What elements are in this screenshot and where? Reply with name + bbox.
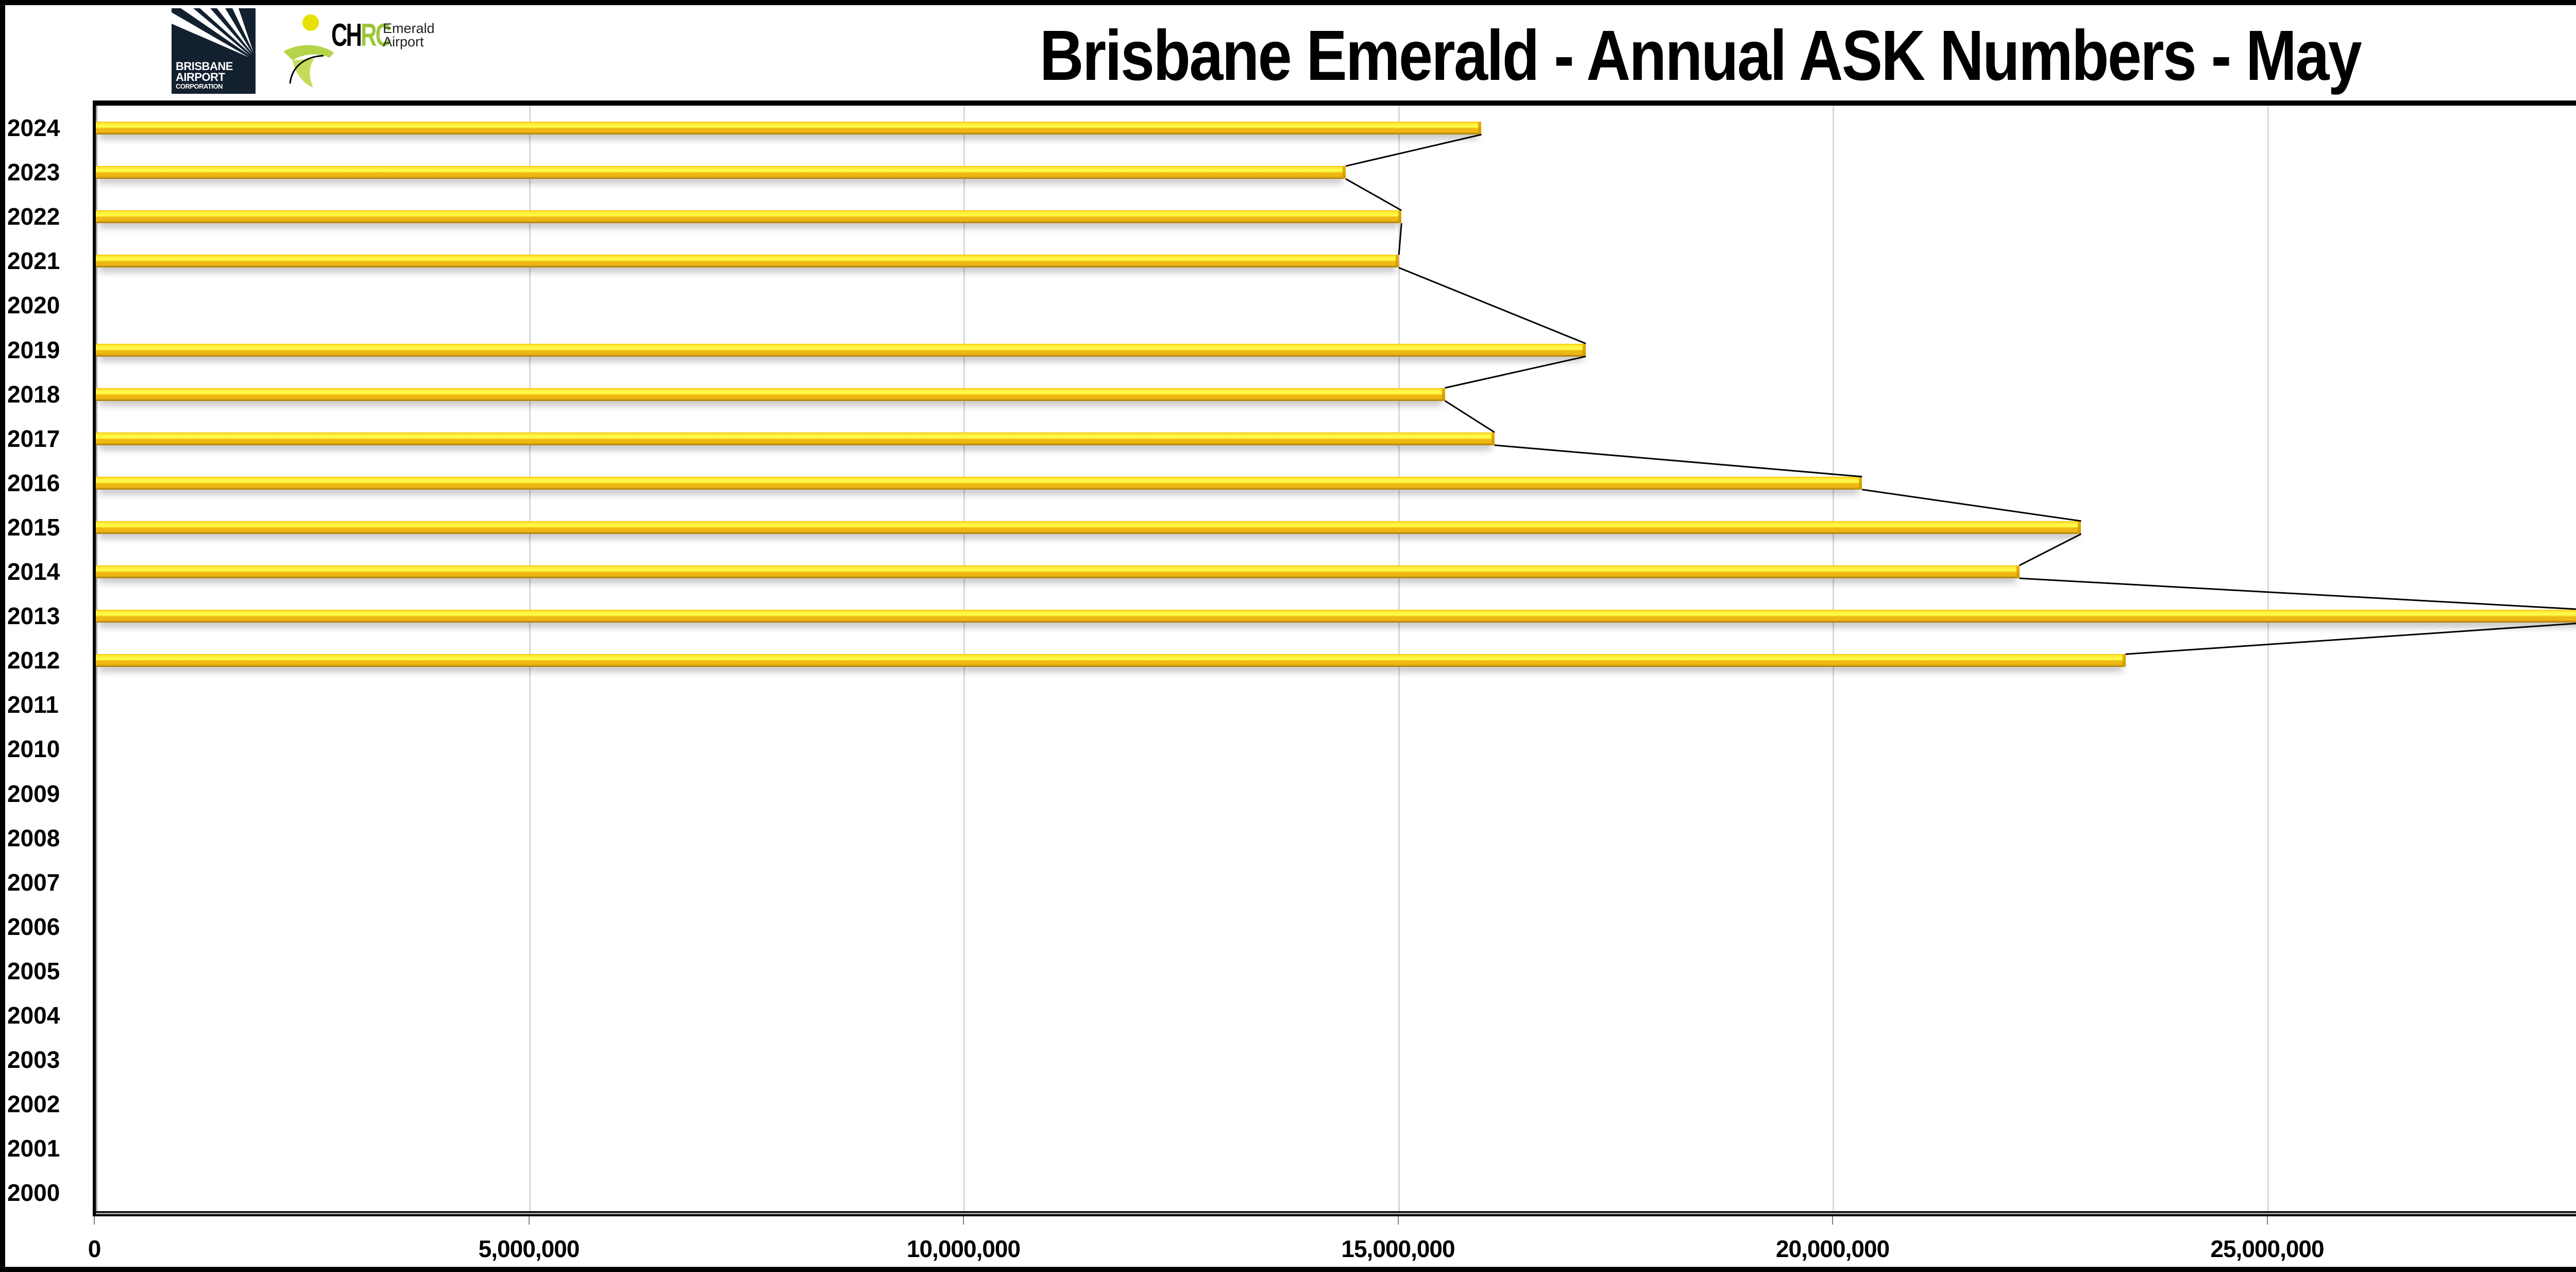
y-tick-label: 2013 <box>7 602 60 630</box>
x-axis-line <box>96 1213 2576 1214</box>
x-tick <box>2266 1216 2268 1225</box>
x-tick-label: 10,000,000 <box>906 1235 1021 1262</box>
y-tick-label: 2012 <box>7 647 60 674</box>
bar-2016 <box>96 476 1862 490</box>
bar-2013 <box>96 610 2576 623</box>
logo-line: Airport <box>383 34 424 49</box>
bar-2012 <box>96 654 2126 667</box>
y-tick-label: 2006 <box>7 913 60 940</box>
y-tick-label: 2019 <box>7 336 60 363</box>
logo-line: Emerald <box>383 21 435 36</box>
y-tick-label: 2002 <box>7 1091 60 1118</box>
x-tick-label: 5,000,000 <box>478 1235 580 1262</box>
y-tick-label: 2018 <box>7 380 60 408</box>
y-tick-label: 2010 <box>7 735 60 763</box>
figure-icon <box>283 14 334 88</box>
bar-2017 <box>96 432 1495 445</box>
y-tick-label: 2021 <box>7 247 60 275</box>
bar-2019 <box>96 343 1586 357</box>
x-tick <box>528 1216 530 1225</box>
y-tick-label: 2022 <box>7 203 60 230</box>
x-tick <box>1832 1216 1833 1225</box>
bar-2022 <box>96 210 1402 224</box>
chrc-emerald-airport-logo: CHRC Emerald Airport <box>282 11 452 94</box>
x-tick-label: 15,000,000 <box>1341 1235 1455 1262</box>
y-tick-label: 2014 <box>7 558 60 585</box>
y-tick-label: 2011 <box>7 691 59 718</box>
x-tick <box>963 1216 964 1225</box>
y-tick-label: 2020 <box>7 292 60 319</box>
y-tick-label: 2024 <box>7 114 60 142</box>
x-tick <box>94 1216 95 1225</box>
y-tick-label: 2015 <box>7 513 60 541</box>
y-tick-label: 2004 <box>7 1002 60 1029</box>
y-tick-label: 2005 <box>7 957 60 984</box>
brisbane-airport-logo: BRISBANE AIRPORT CORPORATION <box>172 8 256 94</box>
logo-line: AIRPORT <box>176 71 225 83</box>
x-tick <box>1397 1216 1399 1225</box>
bar-2021 <box>96 255 1399 268</box>
y-tick-label: 2008 <box>7 824 60 851</box>
bar-2023 <box>96 166 1346 179</box>
logo-line: BRISBANE <box>176 60 233 73</box>
gridline <box>2267 106 2269 1211</box>
x-tick-label: 25,000,000 <box>2210 1235 2324 1262</box>
y-tick-label: 2003 <box>7 1046 60 1074</box>
chart-title: Brisbane Emerald - Annual ASK Numbers - … <box>1039 16 2362 178</box>
y-tick-label: 2017 <box>7 425 60 452</box>
bar-2014 <box>96 565 2020 579</box>
y-tick-label: 2001 <box>7 1135 60 1162</box>
y-tick-label: 2009 <box>7 780 60 807</box>
logo-line: CORPORATION <box>176 82 223 90</box>
y-tick-label: 2016 <box>7 469 60 496</box>
y-tick-label: 2000 <box>7 1179 60 1207</box>
bar-2024 <box>96 122 1482 135</box>
x-tick-label: 20,000,000 <box>1775 1235 1890 1262</box>
y-tick-label: 2007 <box>7 868 60 896</box>
y-tick-label: 2023 <box>7 159 60 186</box>
x-tick-label: 0 <box>88 1235 101 1262</box>
rays-icon <box>172 8 253 57</box>
bar-2015 <box>96 521 2081 534</box>
chrc-wordmark: CHRC <box>331 18 392 53</box>
bar-2018 <box>96 388 1445 401</box>
